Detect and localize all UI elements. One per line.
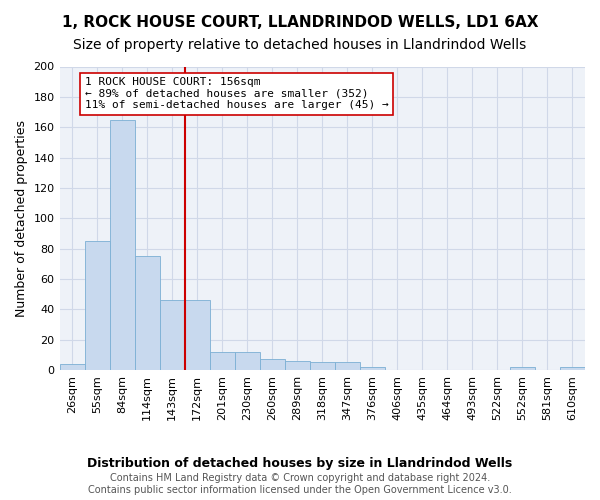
Text: Contains HM Land Registry data © Crown copyright and database right 2024.
Contai: Contains HM Land Registry data © Crown c… bbox=[88, 474, 512, 495]
Bar bbox=[134, 256, 160, 370]
Y-axis label: Number of detached properties: Number of detached properties bbox=[15, 120, 28, 317]
Bar bbox=[335, 362, 360, 370]
Bar bbox=[360, 367, 385, 370]
Bar bbox=[285, 361, 310, 370]
Bar bbox=[310, 362, 335, 370]
Bar bbox=[160, 300, 185, 370]
Bar bbox=[110, 120, 134, 370]
Bar bbox=[59, 364, 85, 370]
Text: Distribution of detached houses by size in Llandrindod Wells: Distribution of detached houses by size … bbox=[88, 458, 512, 470]
Bar bbox=[560, 367, 585, 370]
Text: 1, ROCK HOUSE COURT, LLANDRINDOD WELLS, LD1 6AX: 1, ROCK HOUSE COURT, LLANDRINDOD WELLS, … bbox=[62, 15, 538, 30]
Text: 1 ROCK HOUSE COURT: 156sqm
← 89% of detached houses are smaller (352)
11% of sem: 1 ROCK HOUSE COURT: 156sqm ← 89% of deta… bbox=[85, 77, 388, 110]
Bar bbox=[260, 360, 285, 370]
Bar bbox=[235, 352, 260, 370]
Bar bbox=[185, 300, 209, 370]
Bar bbox=[510, 367, 535, 370]
Bar bbox=[85, 241, 110, 370]
Text: Size of property relative to detached houses in Llandrindod Wells: Size of property relative to detached ho… bbox=[73, 38, 527, 52]
Bar bbox=[209, 352, 235, 370]
